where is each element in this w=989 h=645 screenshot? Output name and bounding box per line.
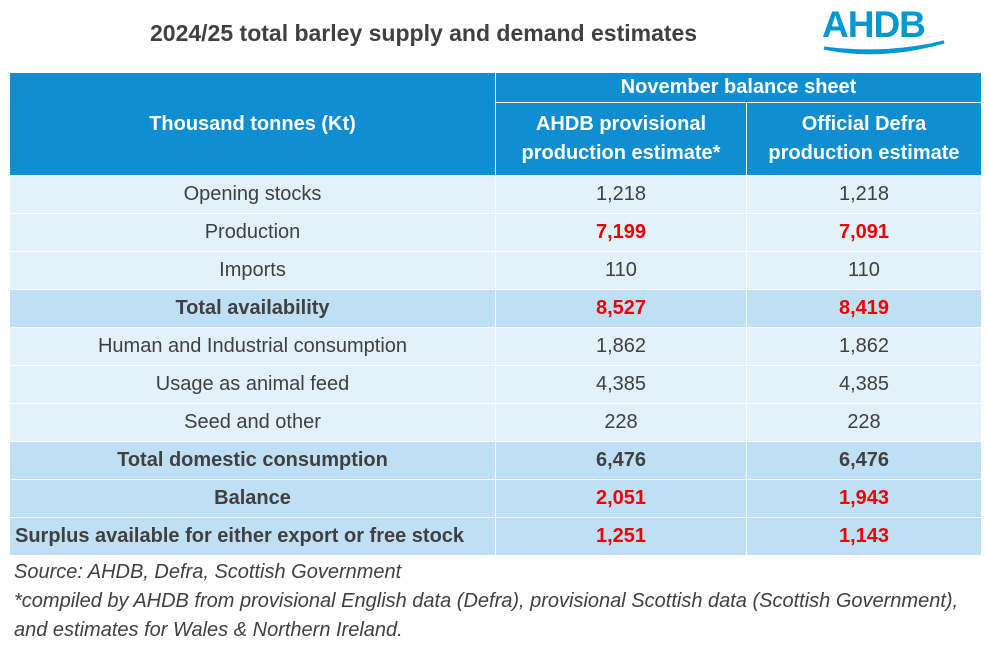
defra-value: 8,419 [746, 289, 982, 328]
row-label: Seed and other [9, 403, 496, 442]
table-row: Production 7,199 7,091 [9, 213, 982, 252]
ahdb-value: 228 [495, 403, 747, 442]
defra-value: 6,476 [746, 441, 982, 480]
source-line: Source: AHDB, Defra, Scottish Government [14, 561, 402, 583]
row-label: Total domestic consumption [9, 441, 496, 480]
ahdb-value: 6,476 [495, 441, 747, 480]
defra-value: 1,143 [746, 517, 982, 556]
ahdb-column-header: AHDB provisional production estimate* [495, 102, 747, 176]
ahdb-value: 7,199 [495, 213, 747, 252]
row-label: Opening stocks [9, 175, 496, 214]
ahdb-logo: AHDB [820, 4, 950, 58]
balance-sheet-table: Thousand tonnes (Kt) November balance sh… [9, 72, 982, 556]
defra-value: 1,218 [746, 175, 982, 214]
row-label: Surplus available for either export or f… [9, 517, 496, 556]
row-label: Usage as animal feed [9, 365, 496, 404]
ahdb-value: 8,527 [495, 289, 747, 328]
row-label: Total availability [9, 289, 496, 328]
defra-value: 7,091 [746, 213, 982, 252]
defra-value: 4,385 [746, 365, 982, 404]
table-row: Seed and other 228 228 [9, 403, 982, 442]
table-row: Balance 2,051 1,943 [9, 479, 982, 518]
row-label: Balance [9, 479, 496, 518]
table-row: Opening stocks 1,218 1,218 [9, 175, 982, 214]
table-row: Surplus available for either export or f… [9, 517, 982, 556]
row-label: Imports [9, 251, 496, 290]
row-header: Thousand tonnes (Kt) [9, 72, 496, 176]
row-label: Production [9, 213, 496, 252]
ahdb-value: 1,251 [495, 517, 747, 556]
row-label: Human and Industrial consumption [9, 327, 496, 366]
defra-value: 1,862 [746, 327, 982, 366]
table-row: Human and Industrial consumption 1,862 1… [9, 327, 982, 366]
ahdb-value: 2,051 [495, 479, 747, 518]
table-row: Usage as animal feed 4,385 4,385 [9, 365, 982, 404]
table-row: Imports 110 110 [9, 251, 982, 290]
table-row: Total availability 8,527 8,419 [9, 289, 982, 328]
logo-text: AHDB [822, 4, 926, 45]
footnote: *compiled by AHDB from provisional Engli… [14, 590, 959, 641]
defra-value: 1,943 [746, 479, 982, 518]
table-row: Total domestic consumption 6,476 6,476 [9, 441, 982, 480]
ahdb-value: 1,862 [495, 327, 747, 366]
defra-value: 228 [746, 403, 982, 442]
ahdb-value: 1,218 [495, 175, 747, 214]
defra-column-header: Official Defra production estimate [746, 102, 982, 176]
group-header: November balance sheet [495, 72, 982, 103]
source-notes: Source: AHDB, Defra, Scottish Government… [14, 558, 974, 645]
page-title: 2024/25 total barley supply and demand e… [150, 20, 698, 46]
logo-swoosh-icon [823, 40, 945, 55]
ahdb-value: 110 [495, 251, 747, 290]
defra-value: 110 [746, 251, 982, 290]
ahdb-value: 4,385 [495, 365, 747, 404]
